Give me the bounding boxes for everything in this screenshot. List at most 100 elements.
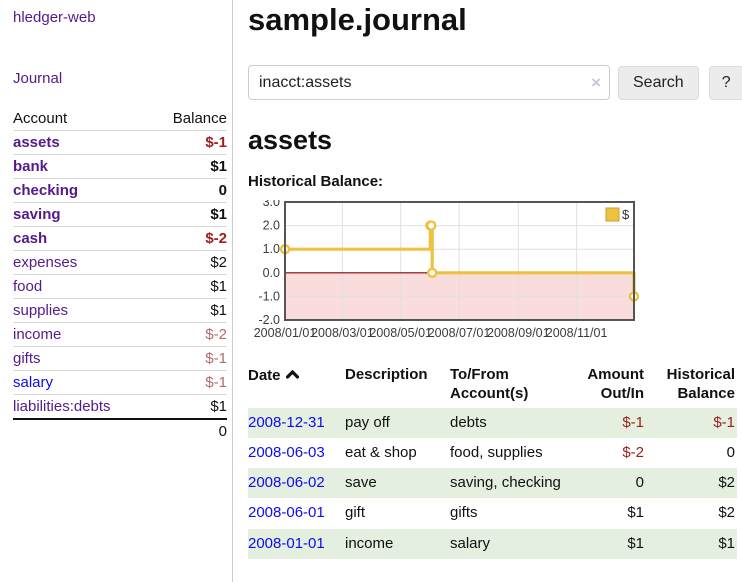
date-column-header: Date bbox=[248, 364, 345, 408]
account-row: cash $-2 bbox=[13, 227, 227, 251]
account-link[interactable]: saving bbox=[13, 206, 61, 223]
account-link[interactable]: checking bbox=[13, 182, 79, 199]
account-balance: $1 bbox=[210, 158, 227, 175]
account-row: supplies $1 bbox=[13, 299, 227, 323]
amount-column-header: Amount Out/In bbox=[587, 366, 644, 402]
account-balance: $-1 bbox=[205, 134, 227, 151]
historical-balance-chart: $3.0 2.0 1.0 0.0 -1.0 -2.0 2008/01/01 2008/03/0… bbox=[248, 200, 742, 347]
transaction-amount: 0 bbox=[635, 474, 644, 491]
transaction-row: 2008-01-01 income salary $1 $1 bbox=[248, 528, 737, 559]
account-balance: $2 bbox=[210, 254, 227, 271]
account-balance: $-2 bbox=[205, 230, 227, 247]
account-link[interactable]: assets bbox=[13, 134, 60, 151]
balance-column-header: Balance bbox=[172, 110, 227, 127]
transaction-accounts: saving, checking bbox=[450, 474, 561, 491]
account-balance: $1 bbox=[210, 206, 227, 223]
transaction-date-link[interactable]: 2008-12-31 bbox=[248, 413, 325, 431]
transaction-date-link[interactable]: 2008-06-01 bbox=[248, 504, 325, 522]
account-link[interactable]: expenses bbox=[13, 254, 78, 271]
account-row: food $1 bbox=[13, 275, 227, 299]
help-button[interactable]: ? bbox=[708, 65, 742, 100]
account-row: assets $-1 bbox=[13, 131, 227, 155]
account-row: gifts $-1 bbox=[13, 347, 227, 371]
x-axis-tick-label: 2008/01/01 bbox=[254, 326, 317, 340]
transaction-balance: $-1 bbox=[713, 413, 735, 431]
chart-heading: Historical Balance: bbox=[248, 173, 384, 190]
clear-search-icon[interactable]: × bbox=[591, 72, 601, 92]
transaction-accounts: salary bbox=[450, 534, 491, 552]
y-axis-tick-label: 0.0 bbox=[263, 266, 280, 280]
account-row: income $-2 bbox=[13, 323, 227, 347]
transaction-description: save bbox=[345, 474, 377, 491]
account-link[interactable]: income bbox=[13, 326, 62, 343]
transaction-description: pay off bbox=[345, 413, 390, 431]
x-axis-tick-label: 2008/07/01 bbox=[428, 326, 491, 340]
account-row: bank $1 bbox=[13, 155, 227, 179]
transaction-accounts: debts bbox=[450, 413, 487, 431]
transaction-date-link[interactable]: 2008-01-01 bbox=[248, 534, 325, 552]
account-balance: 0 bbox=[218, 182, 227, 199]
x-axis-tick-label: 2008/03/01 bbox=[311, 326, 374, 340]
transaction-description: income bbox=[345, 534, 394, 552]
transaction-balance: $2 bbox=[718, 474, 735, 491]
transaction-row: 2008-12-31 pay off debts $-1 $-1 bbox=[248, 407, 737, 438]
legend-swatch bbox=[605, 207, 620, 222]
main-content: sample.journal × Search ? assets Histori… bbox=[233, 0, 742, 582]
account-link[interactable]: bank bbox=[13, 158, 49, 175]
y-axis-tick-label: 2.0 bbox=[263, 219, 280, 233]
y-axis-tick-label: -2.0 bbox=[258, 313, 280, 327]
account-link[interactable]: cash bbox=[13, 230, 48, 247]
account-row: liabilities:debts $1 bbox=[13, 395, 227, 419]
transaction-balance: $2 bbox=[718, 504, 735, 522]
register-table: Date Description To/From Account(s) Amou… bbox=[248, 364, 737, 559]
account-balance: $-1 bbox=[205, 350, 227, 367]
account-column-header: To/From Account(s) bbox=[450, 366, 529, 402]
transaction-accounts: food, supplies bbox=[450, 443, 543, 461]
transaction-date-link[interactable]: 2008-06-03 bbox=[248, 443, 325, 461]
search-input[interactable] bbox=[248, 65, 610, 100]
x-axis-tick-label: 2008/05/01 bbox=[369, 326, 432, 340]
x-axis-tick-label: 2008/09/01 bbox=[487, 326, 550, 340]
data-point-marker bbox=[426, 267, 438, 279]
search-button[interactable]: Search bbox=[618, 65, 699, 100]
sort-ascending-icon bbox=[285, 366, 299, 385]
transaction-row: 2008-06-01 gift gifts $1 $2 bbox=[248, 498, 737, 528]
account-balance: $1 bbox=[210, 398, 227, 415]
transaction-date-link[interactable]: 2008-06-02 bbox=[248, 474, 325, 491]
account-link[interactable]: liabilities:debts bbox=[13, 398, 111, 415]
transaction-amount: $-2 bbox=[622, 443, 644, 461]
account-row: checking 0 bbox=[13, 179, 227, 203]
app-title: hledger-web bbox=[13, 9, 226, 26]
sidebar-item-journal[interactable]: Journal bbox=[13, 70, 226, 87]
account-link[interactable]: supplies bbox=[13, 302, 69, 319]
journal-link[interactable]: Journal bbox=[13, 70, 63, 87]
transaction-row: 2008-06-02 save saving, checking 0 $2 bbox=[248, 468, 737, 499]
account-link[interactable]: salary bbox=[13, 374, 54, 391]
accounts-total-value: 0 bbox=[218, 423, 227, 440]
account-balance: $1 bbox=[210, 302, 227, 319]
register-header-row: Date Description To/From Account(s) Amou… bbox=[248, 364, 737, 408]
y-axis-tick-label: 1.0 bbox=[263, 242, 280, 256]
transaction-balance: $1 bbox=[718, 534, 735, 552]
sidebar: hledger-web Journal Account Balance asse… bbox=[0, 0, 233, 582]
account-row: expenses $2 bbox=[13, 251, 227, 275]
account-link[interactable]: gifts bbox=[13, 350, 41, 367]
transaction-balance: 0 bbox=[726, 443, 735, 461]
x-axis-tick-label: 2008/11/01 bbox=[546, 326, 608, 340]
legend-label: $ bbox=[622, 207, 630, 222]
transaction-description: gift bbox=[345, 504, 366, 522]
account-balance: $-2 bbox=[205, 326, 227, 343]
accounts-total-row: 0 bbox=[13, 419, 227, 443]
accounts-header-row: Account Balance bbox=[13, 107, 227, 131]
transaction-amount: $-1 bbox=[622, 413, 644, 431]
search-form: × Search ? bbox=[248, 65, 742, 100]
account-heading: assets bbox=[248, 125, 333, 155]
account-column-header: Account bbox=[13, 110, 68, 127]
page-title: sample.journal bbox=[248, 2, 467, 37]
accounts-table: Account Balance assets $-1 bank $1 checking 0… bbox=[13, 107, 227, 443]
account-link[interactable]: food bbox=[13, 278, 43, 295]
description-column-header: Description bbox=[345, 366, 428, 383]
y-axis-tick-label: 3.0 bbox=[263, 200, 280, 209]
app-title-link[interactable]: hledger-web bbox=[13, 9, 96, 26]
